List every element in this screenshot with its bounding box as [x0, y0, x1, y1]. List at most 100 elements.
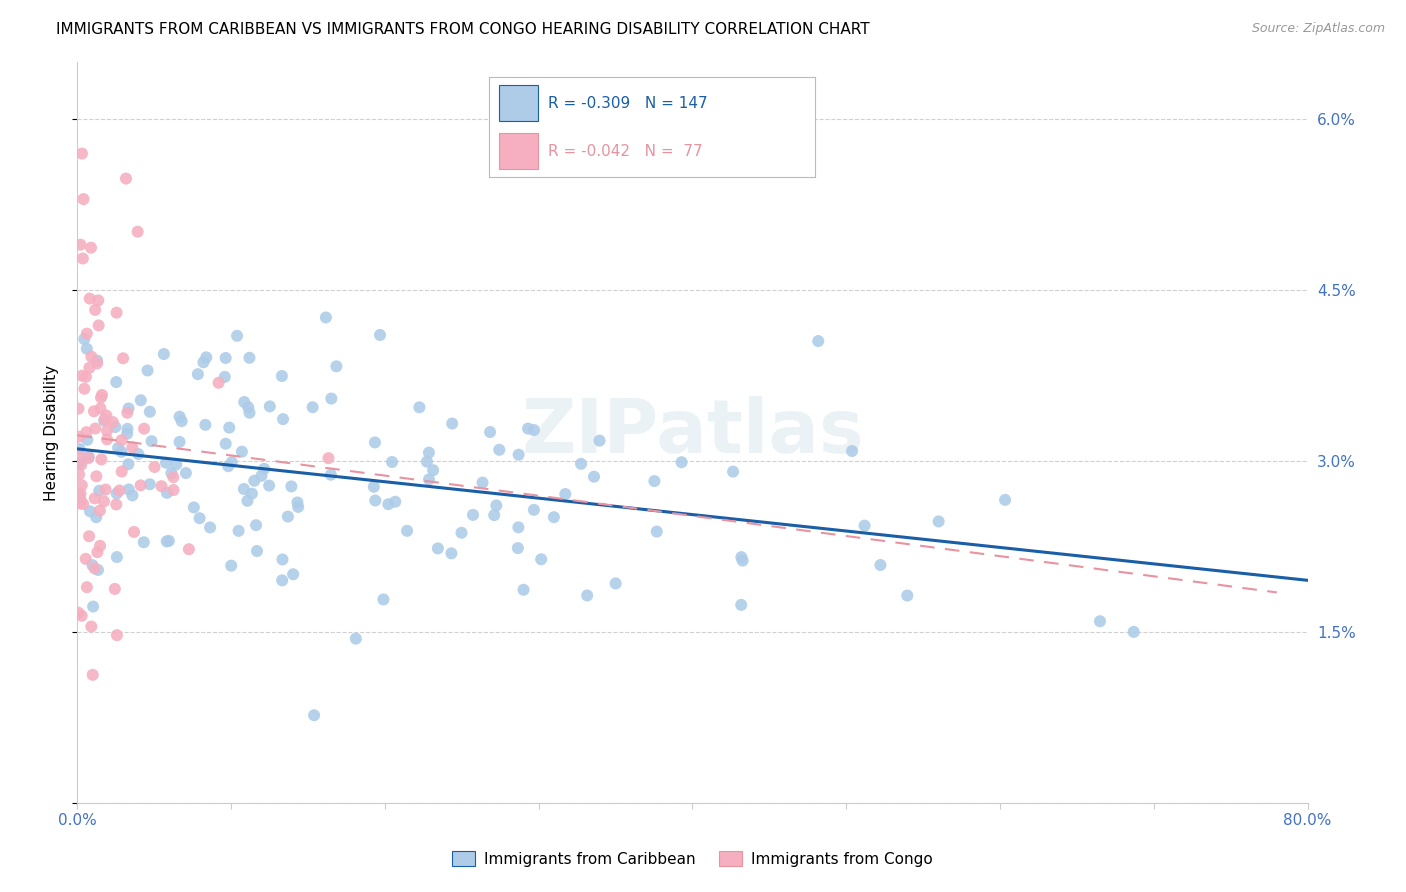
Point — [1088, 614, 1111, 628]
Point — [418, 472, 440, 486]
Legend: Immigrants from Caribbean, Immigrants from Congo: Immigrants from Caribbean, Immigrants fr… — [446, 846, 939, 873]
Point — [221, 455, 243, 469]
Point — [105, 550, 128, 565]
Point — [79, 504, 101, 518]
Point — [214, 370, 236, 384]
Point — [84, 421, 107, 435]
Point — [233, 395, 256, 409]
Point — [508, 448, 530, 462]
Point — [281, 567, 304, 582]
Point — [422, 463, 444, 477]
Point — [115, 426, 138, 441]
Point — [110, 444, 132, 458]
Point — [731, 553, 754, 567]
Point — [101, 415, 124, 429]
Text: ZIPatlas: ZIPatlas — [522, 396, 863, 469]
Point — [193, 355, 215, 369]
Point — [70, 146, 93, 161]
Point — [69, 486, 91, 500]
Point — [177, 542, 200, 557]
Point — [86, 356, 108, 370]
Point — [82, 558, 104, 573]
Point — [569, 457, 592, 471]
Point — [127, 447, 149, 461]
Text: Source: ZipAtlas.com: Source: ZipAtlas.com — [1251, 22, 1385, 36]
Point — [117, 422, 139, 436]
Point — [122, 524, 145, 539]
Point — [105, 306, 128, 320]
Point — [72, 497, 94, 511]
Point — [363, 480, 385, 494]
Point — [108, 483, 131, 498]
Point — [157, 533, 180, 548]
Point — [994, 492, 1017, 507]
Point — [384, 494, 406, 508]
Point — [84, 510, 107, 524]
Point — [121, 488, 143, 502]
Point — [90, 391, 112, 405]
Point — [156, 485, 179, 500]
Point — [554, 487, 576, 501]
Point — [605, 576, 627, 591]
Point — [195, 351, 218, 365]
Point — [517, 421, 540, 435]
Point — [187, 367, 209, 381]
Point — [139, 405, 162, 419]
Point — [408, 401, 430, 415]
Point — [91, 388, 114, 402]
Point — [94, 483, 117, 497]
Point — [69, 492, 91, 507]
Point — [75, 369, 97, 384]
Point — [87, 563, 110, 577]
Point — [215, 351, 238, 365]
Point — [96, 433, 118, 447]
Point — [107, 441, 129, 455]
Point — [318, 451, 340, 466]
Point — [93, 412, 115, 426]
Point — [104, 582, 127, 596]
Point — [512, 582, 534, 597]
Point — [426, 541, 449, 556]
Point — [76, 433, 98, 447]
Point — [117, 406, 139, 420]
Point — [259, 400, 281, 414]
Point — [218, 420, 240, 434]
Point — [418, 445, 440, 459]
Point — [174, 466, 197, 480]
Point — [75, 425, 97, 440]
Point — [70, 608, 93, 623]
Point — [129, 478, 152, 492]
Point — [169, 409, 191, 424]
Point — [928, 515, 950, 529]
Point — [271, 574, 294, 588]
Point — [129, 393, 152, 408]
Point — [194, 417, 217, 432]
Point — [344, 632, 367, 646]
Point — [80, 350, 103, 364]
Point — [96, 409, 118, 423]
Point — [111, 465, 134, 479]
Point — [67, 401, 90, 416]
Point — [231, 444, 253, 458]
Point — [89, 503, 111, 517]
Point — [238, 406, 260, 420]
Point — [153, 347, 176, 361]
Point — [896, 589, 918, 603]
Point — [253, 462, 276, 476]
Point — [121, 440, 143, 454]
Point — [67, 493, 90, 508]
Point — [141, 434, 163, 449]
Point — [118, 483, 141, 497]
Point — [67, 456, 90, 470]
Point — [139, 477, 162, 491]
Point — [671, 455, 693, 469]
Point — [416, 455, 439, 469]
Point — [165, 458, 187, 472]
Point — [238, 351, 260, 365]
Point — [381, 455, 404, 469]
Point — [441, 417, 464, 431]
Point — [643, 474, 665, 488]
Point — [319, 467, 342, 482]
Point — [479, 425, 502, 439]
Point — [301, 401, 323, 415]
